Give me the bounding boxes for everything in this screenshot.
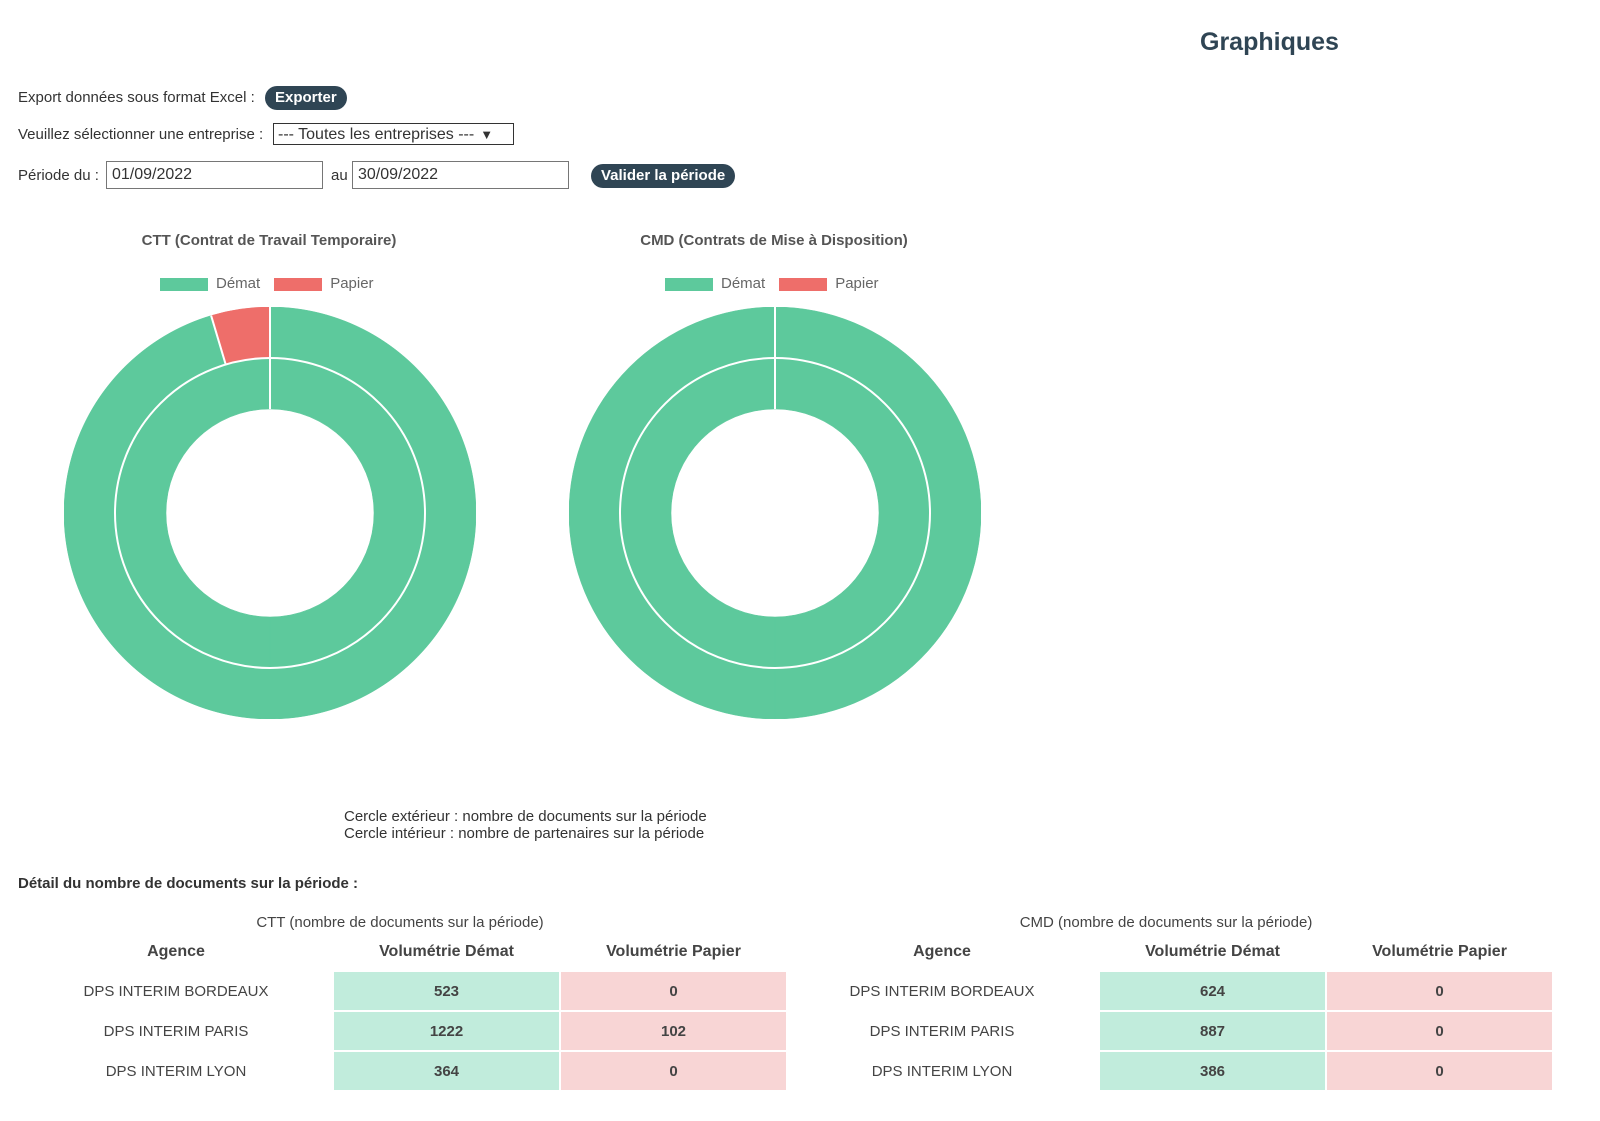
note-inner-circle: Cercle intérieur : nombre de partenaires… bbox=[344, 825, 705, 842]
period-to-label: au bbox=[331, 167, 348, 184]
ring-separator bbox=[114, 357, 426, 669]
papier-cell: 0 bbox=[1327, 1052, 1552, 1090]
agency-cell: DPS INTERIM PARIS bbox=[869, 1022, 1015, 1040]
col-header-demat: Volumétrie Démat bbox=[1145, 943, 1280, 960]
cmd-legend: Démat Papier bbox=[665, 275, 893, 292]
agency-cell: DPS INTERIM PARIS bbox=[103, 1022, 249, 1040]
legend-swatch-papier bbox=[274, 277, 323, 291]
legend-swatch-papier bbox=[779, 277, 828, 291]
demat-cell: 1222 bbox=[334, 1012, 559, 1050]
col-header-papier: Volumétrie Papier bbox=[606, 943, 741, 960]
demat-cell: 364 bbox=[334, 1052, 559, 1090]
ring-separator bbox=[619, 357, 931, 669]
cmd-chart-title: CMD (Contrats de Mise à Disposition) bbox=[640, 232, 908, 249]
export-label: Export données sous format Excel : bbox=[18, 89, 255, 106]
cmd-donut-chart bbox=[569, 307, 981, 719]
detail-title: Détail du nombre de documents sur la pér… bbox=[18, 875, 359, 892]
period-label: Période du : bbox=[18, 167, 99, 184]
papier-cell: 0 bbox=[1327, 1012, 1552, 1050]
note-outer-circle: Cercle extérieur : nombre de documents s… bbox=[344, 808, 707, 825]
ctt-chart-title: CTT (Contrat de Travail Temporaire) bbox=[141, 232, 397, 249]
papier-cell: 0 bbox=[561, 1052, 786, 1090]
demat-cell: 887 bbox=[1100, 1012, 1325, 1050]
table-row: DPS INTERIM LYON 364 0 bbox=[20, 1052, 786, 1090]
table-row: DPS INTERIM LYON 386 0 bbox=[786, 1052, 1552, 1090]
table-row: DPS INTERIM BORDEAUX 624 0 bbox=[786, 972, 1552, 1010]
papier-cell: 0 bbox=[1327, 972, 1552, 1010]
demat-cell: 523 bbox=[334, 972, 559, 1010]
table-row: DPS INTERIM PARIS 887 0 bbox=[786, 1012, 1552, 1050]
legend-swatch-demat bbox=[160, 277, 208, 291]
company-select-value: --- Toutes les entreprises --- bbox=[278, 126, 475, 143]
ctt-table: Agence Volumétrie Démat Volumétrie Papie… bbox=[18, 932, 788, 1092]
page-title: Graphiques bbox=[1200, 28, 1339, 56]
papier-cell: 0 bbox=[561, 972, 786, 1010]
ctt-donut-chart bbox=[64, 307, 476, 719]
cmd-table-caption: CMD (nombre de documents sur la période) bbox=[1019, 914, 1313, 931]
legend-item-papier[interactable]: Papier bbox=[779, 275, 879, 292]
validate-period-button[interactable]: Valider la période bbox=[591, 164, 736, 188]
demat-cell: 624 bbox=[1100, 972, 1325, 1010]
period-to-input[interactable]: 30/09/2022 bbox=[352, 161, 569, 189]
ctt-legend: Démat Papier bbox=[160, 275, 388, 292]
demat-cell: 386 bbox=[1100, 1052, 1325, 1090]
agency-cell: DPS INTERIM BORDEAUX bbox=[849, 982, 1035, 1000]
table-row: DPS INTERIM PARIS 1222 102 bbox=[20, 1012, 786, 1050]
col-header-papier: Volumétrie Papier bbox=[1372, 943, 1507, 960]
agency-cell: DPS INTERIM BORDEAUX bbox=[83, 982, 269, 1000]
papier-cell: 102 bbox=[561, 1012, 786, 1050]
col-header-demat: Volumétrie Démat bbox=[379, 943, 514, 960]
agency-cell: DPS INTERIM LYON bbox=[871, 1062, 1013, 1080]
agency-cell: DPS INTERIM LYON bbox=[105, 1062, 247, 1080]
col-header-agency: Agence bbox=[147, 943, 205, 960]
slice-separator bbox=[210, 315, 227, 365]
col-header-agency: Agence bbox=[913, 943, 971, 960]
legend-swatch-demat bbox=[665, 277, 713, 291]
period-from-input[interactable]: 01/09/2022 bbox=[106, 161, 323, 189]
legend-item-papier[interactable]: Papier bbox=[274, 275, 374, 292]
chevron-down-icon: ▼ bbox=[480, 127, 494, 142]
ctt-table-caption: CTT (nombre de documents sur la période) bbox=[256, 914, 544, 931]
company-label: Veuillez sélectionner une entreprise : bbox=[18, 126, 264, 143]
legend-item-demat[interactable]: Démat bbox=[160, 275, 260, 292]
table-row: DPS INTERIM BORDEAUX 523 0 bbox=[20, 972, 786, 1010]
cmd-table: Agence Volumétrie Démat Volumétrie Papie… bbox=[784, 932, 1554, 1092]
company-select[interactable]: --- Toutes les entreprises --- ▼ bbox=[273, 123, 514, 145]
legend-item-demat[interactable]: Démat bbox=[665, 275, 765, 292]
export-button[interactable]: Exporter bbox=[265, 86, 347, 110]
